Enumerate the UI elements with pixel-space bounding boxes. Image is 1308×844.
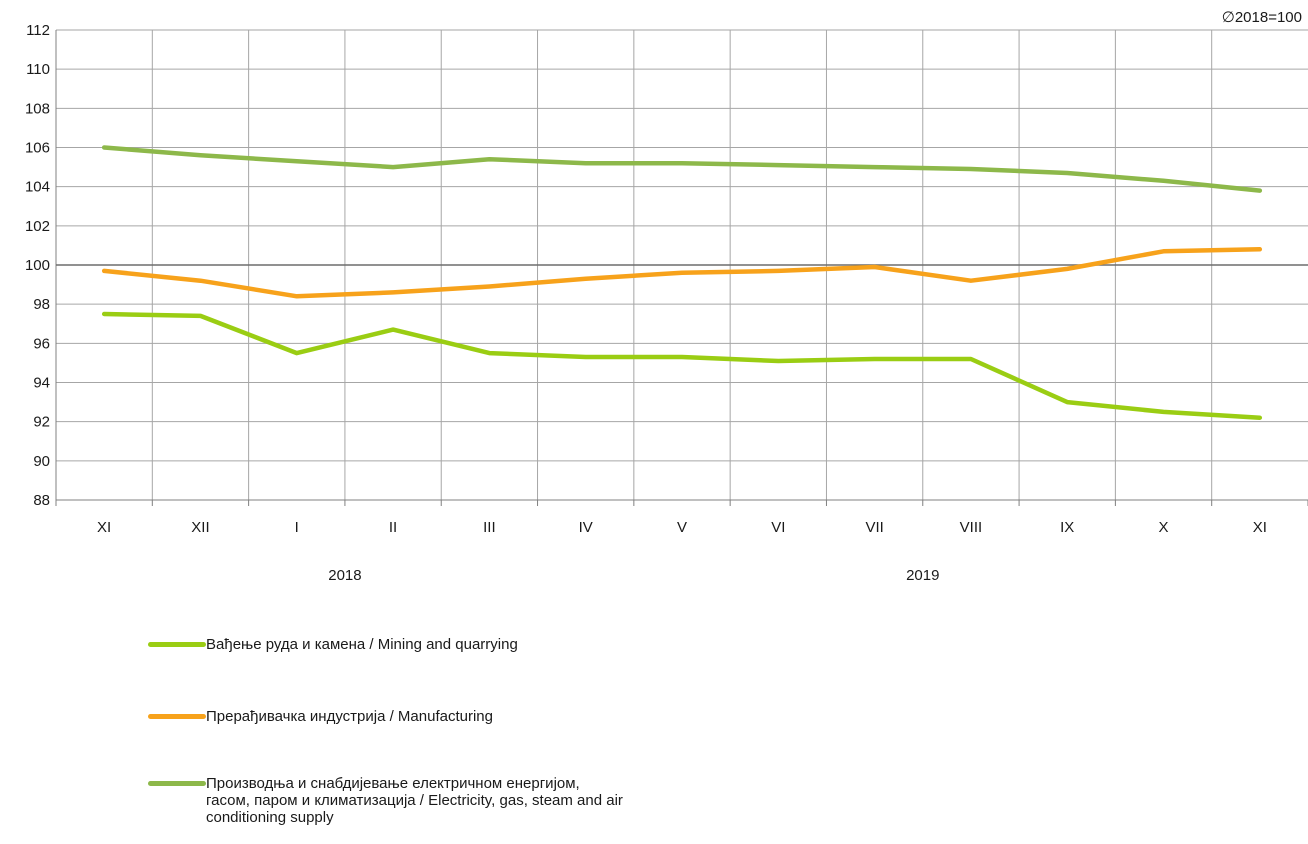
legend-label-electricity: Производња и снабдијевање електричном ен… — [206, 775, 623, 826]
y-tick-label: 108 — [25, 100, 50, 117]
y-tick-label: 96 — [33, 335, 50, 352]
y-tick-label: 104 — [25, 179, 50, 196]
y-tick-label: 110 — [26, 61, 50, 78]
x-tick-label: V — [677, 519, 687, 536]
x-tick-label: II — [389, 519, 397, 536]
y-tick-label: 106 — [25, 140, 50, 157]
y-tick-label: 98 — [33, 296, 50, 313]
series-line-1 — [101, 247, 1263, 299]
y-tick-label: 88 — [33, 492, 50, 509]
year-label: 2018 — [328, 567, 361, 584]
legend-swatch-electricity — [148, 781, 206, 786]
y-tick-label: 92 — [33, 414, 50, 431]
legend-label-manufacturing: Прерађивачка индустрија / Manufacturing — [206, 708, 493, 725]
year-label: 2019 — [906, 567, 939, 584]
x-tick-label: XII — [191, 519, 209, 536]
y-tick-label: 100 — [25, 257, 50, 274]
x-tick-label: IX — [1060, 519, 1074, 536]
y-tick-label: 94 — [33, 375, 50, 392]
x-tick-label: XI — [1253, 519, 1267, 536]
series-line-2 — [101, 145, 1263, 193]
x-tick-label: III — [483, 519, 496, 536]
legend-item-manufacturing: Прерађивачка индустрија / Manufacturing — [148, 708, 848, 725]
x-tick-label: VII — [865, 519, 883, 536]
x-tick-label: X — [1159, 519, 1169, 536]
legend-swatch-manufacturing — [148, 714, 206, 719]
legend-item-electricity: Производња и снабдијевање електричном ен… — [148, 775, 848, 826]
y-tick-label: 102 — [25, 218, 50, 235]
legend: Вађење руда и камена / Mining and quarry… — [148, 628, 848, 826]
x-tick-label: IV — [579, 519, 593, 536]
legend-swatch-mining — [148, 642, 206, 647]
x-tick-label: VIII — [960, 519, 983, 536]
base-note: ∅2018=100 — [1222, 9, 1302, 26]
x-tick-label: I — [295, 519, 299, 536]
legend-label-mining: Вађење руда и камена / Mining and quarry… — [206, 636, 518, 653]
x-tick-label: VI — [771, 519, 785, 536]
series-line-0 — [101, 311, 1263, 420]
legend-item-mining: Вађење руда и камена / Mining and quarry… — [148, 636, 848, 653]
y-tick-label: 112 — [26, 22, 50, 39]
x-tick-label: XI — [97, 519, 111, 536]
y-tick-label: 90 — [33, 453, 50, 470]
